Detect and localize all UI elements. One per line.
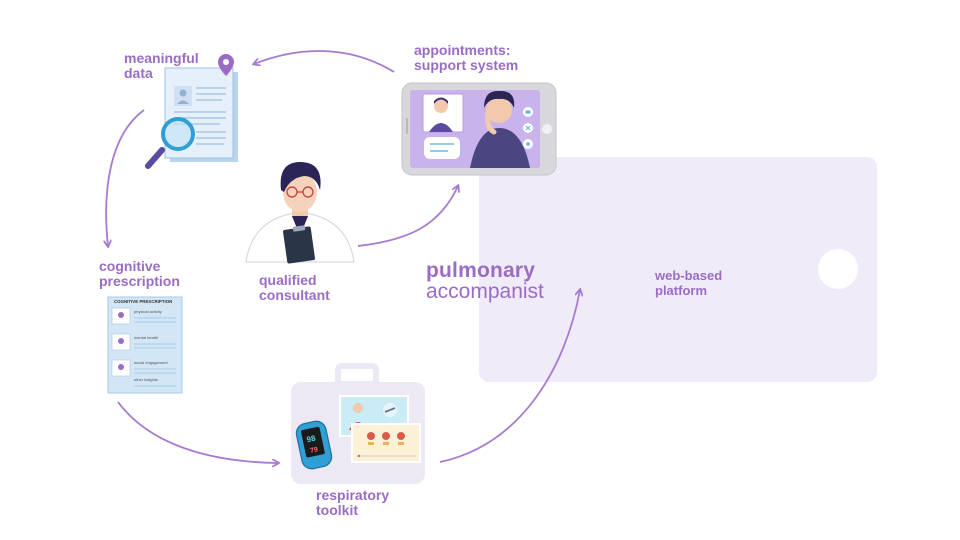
arrow-appointments-to-data	[254, 50, 395, 73]
label-cognitive-prescription: cognitive prescription	[99, 258, 180, 289]
prescription-item-social: social engagement	[134, 360, 168, 365]
label-respiratory-toolkit: respiratory toolkit	[316, 487, 390, 518]
arrow-toolkit-to-platform	[439, 290, 580, 463]
oximeter-spo2: 98	[306, 434, 317, 445]
label-appointments: appointments: support system	[414, 42, 519, 73]
phone-illustration	[401, 82, 557, 176]
prescription-header: COGNITIVE PRESCRIPTION	[114, 299, 172, 304]
prescription-document: COGNITIVE PRESCRIPTION physical activity…	[107, 296, 183, 394]
brand-pulmonary: pulmonary	[426, 259, 536, 282]
label-qualified-consultant: qualified consultant	[259, 272, 330, 303]
label-web-platform: web-based platform	[655, 268, 723, 298]
pulse-oximeter-icon: 98 79	[295, 420, 333, 470]
data-document-illustration	[145, 54, 238, 169]
prescription-item-physical: physical activity	[134, 309, 162, 314]
prescription-item-mental: mental health	[134, 335, 158, 340]
arrow-data-to-prescription	[106, 109, 145, 246]
magnifier-icon	[145, 117, 195, 169]
label-meaningful-data: meaningful data	[124, 50, 199, 81]
prescription-item-other: other insights	[134, 377, 158, 382]
toolkit-illustration: 98 79	[291, 363, 425, 484]
flow-arrows	[106, 50, 580, 463]
consultant-illustration	[245, 162, 355, 264]
arrow-consultant-to-appointments	[357, 186, 458, 247]
platform-home-button	[818, 249, 858, 289]
arrow-prescription-to-toolkit	[117, 401, 278, 463]
oximeter-pulse: 79	[310, 446, 319, 454]
web-platform-panel	[479, 157, 877, 382]
brand-accompanist: accompanist	[426, 280, 544, 303]
